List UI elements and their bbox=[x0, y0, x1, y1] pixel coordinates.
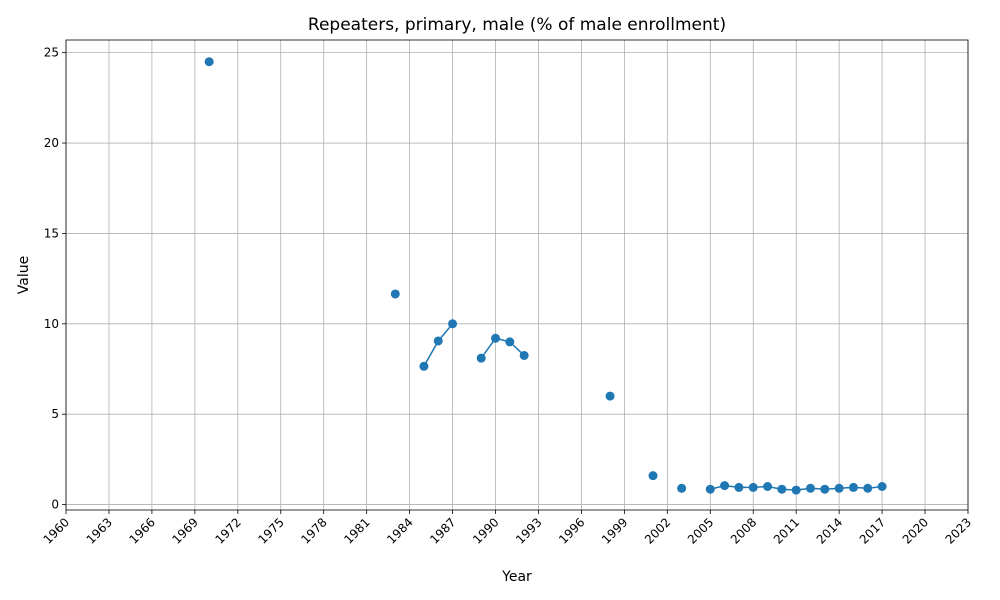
data-point bbox=[720, 481, 730, 491]
y-tick-label: 20 bbox=[44, 136, 59, 150]
y-tick-label: 25 bbox=[44, 46, 59, 60]
data-point bbox=[848, 482, 858, 492]
data-point bbox=[390, 289, 400, 299]
data-point bbox=[519, 350, 529, 360]
data-point bbox=[605, 391, 615, 401]
data-point bbox=[705, 484, 715, 494]
data-point bbox=[433, 336, 443, 346]
y-axis-label: Value bbox=[16, 256, 32, 294]
data-point bbox=[791, 485, 801, 495]
data-point bbox=[648, 471, 658, 481]
plot-area-frame bbox=[65, 39, 969, 511]
y-tick-label: 0 bbox=[51, 498, 59, 512]
data-point bbox=[763, 482, 773, 491]
data-point bbox=[491, 333, 501, 343]
series-layer bbox=[204, 57, 887, 495]
data-point bbox=[677, 483, 687, 493]
y-tick-label: 15 bbox=[44, 226, 59, 240]
data-point bbox=[476, 353, 486, 363]
data-point bbox=[834, 483, 844, 493]
data-point bbox=[204, 57, 214, 67]
x-axis-label: Year bbox=[501, 569, 532, 585]
data-point bbox=[419, 361, 429, 371]
data-point bbox=[734, 482, 744, 492]
data-point bbox=[863, 483, 873, 493]
data-point bbox=[820, 484, 830, 494]
y-tick-label: 5 bbox=[51, 407, 59, 421]
data-point bbox=[505, 337, 515, 347]
data-point bbox=[748, 482, 758, 492]
data-point bbox=[877, 482, 887, 491]
data-point bbox=[448, 319, 458, 329]
data-point bbox=[806, 483, 816, 493]
y-tick-label: 10 bbox=[44, 317, 59, 331]
data-point bbox=[777, 484, 787, 494]
series-line bbox=[480, 337, 525, 359]
chart-title: Repeaters, primary, male (% of male enro… bbox=[308, 15, 726, 35]
